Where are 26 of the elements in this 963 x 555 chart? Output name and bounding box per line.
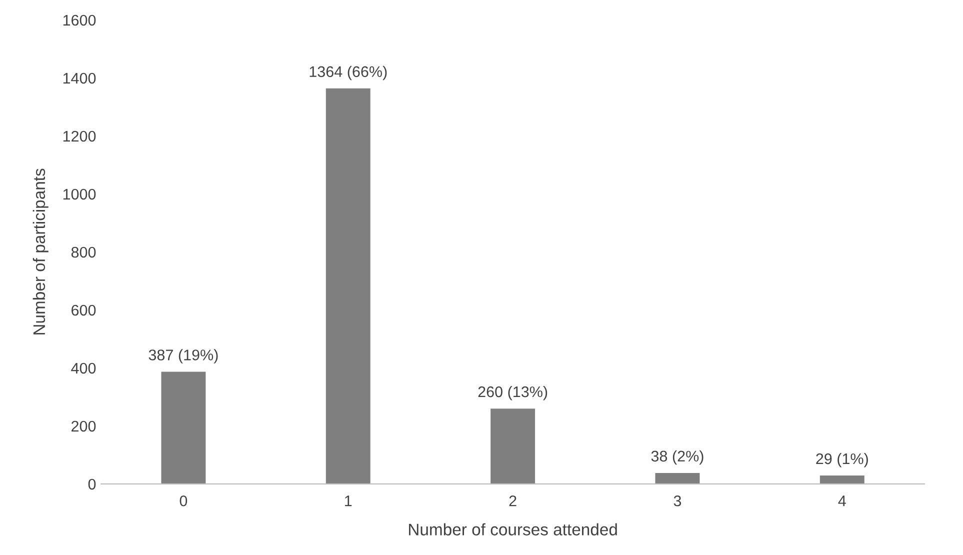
y-tick-label: 1000 [63,188,96,200]
y-tick-label: 1200 [63,130,96,142]
data-label: 387 (19%) [148,349,218,364]
y-axis-title: Number of participants [32,168,48,334]
y-tick-label: 200 [72,420,96,432]
y-tick-label: 1600 [63,14,96,26]
y-tick-label: 1400 [63,72,96,84]
x-tick-label: 0 [180,495,188,506]
bar [161,372,206,484]
bar [820,476,864,484]
y-tick-label: 600 [72,304,96,316]
y-tick-label: 400 [71,362,96,374]
x-tick-label: 1 [345,496,352,506]
y-tick-label: 0 [88,478,96,490]
bar [490,408,536,484]
x-tick-label: 2 [509,495,516,506]
y-tick-label: 800 [71,246,96,258]
bar [326,88,370,484]
data-label: 260 (13%) [478,386,548,400]
x-tick-label: 3 [674,495,682,506]
data-label: 1364 (66%) [310,66,387,80]
data-label: 29 (1%) [816,452,868,468]
x-tick-label: 4 [838,496,846,506]
x-axis-title: Number of courses attended [409,523,617,536]
data-label: 38 (2%) [651,450,704,465]
bar [655,472,700,484]
